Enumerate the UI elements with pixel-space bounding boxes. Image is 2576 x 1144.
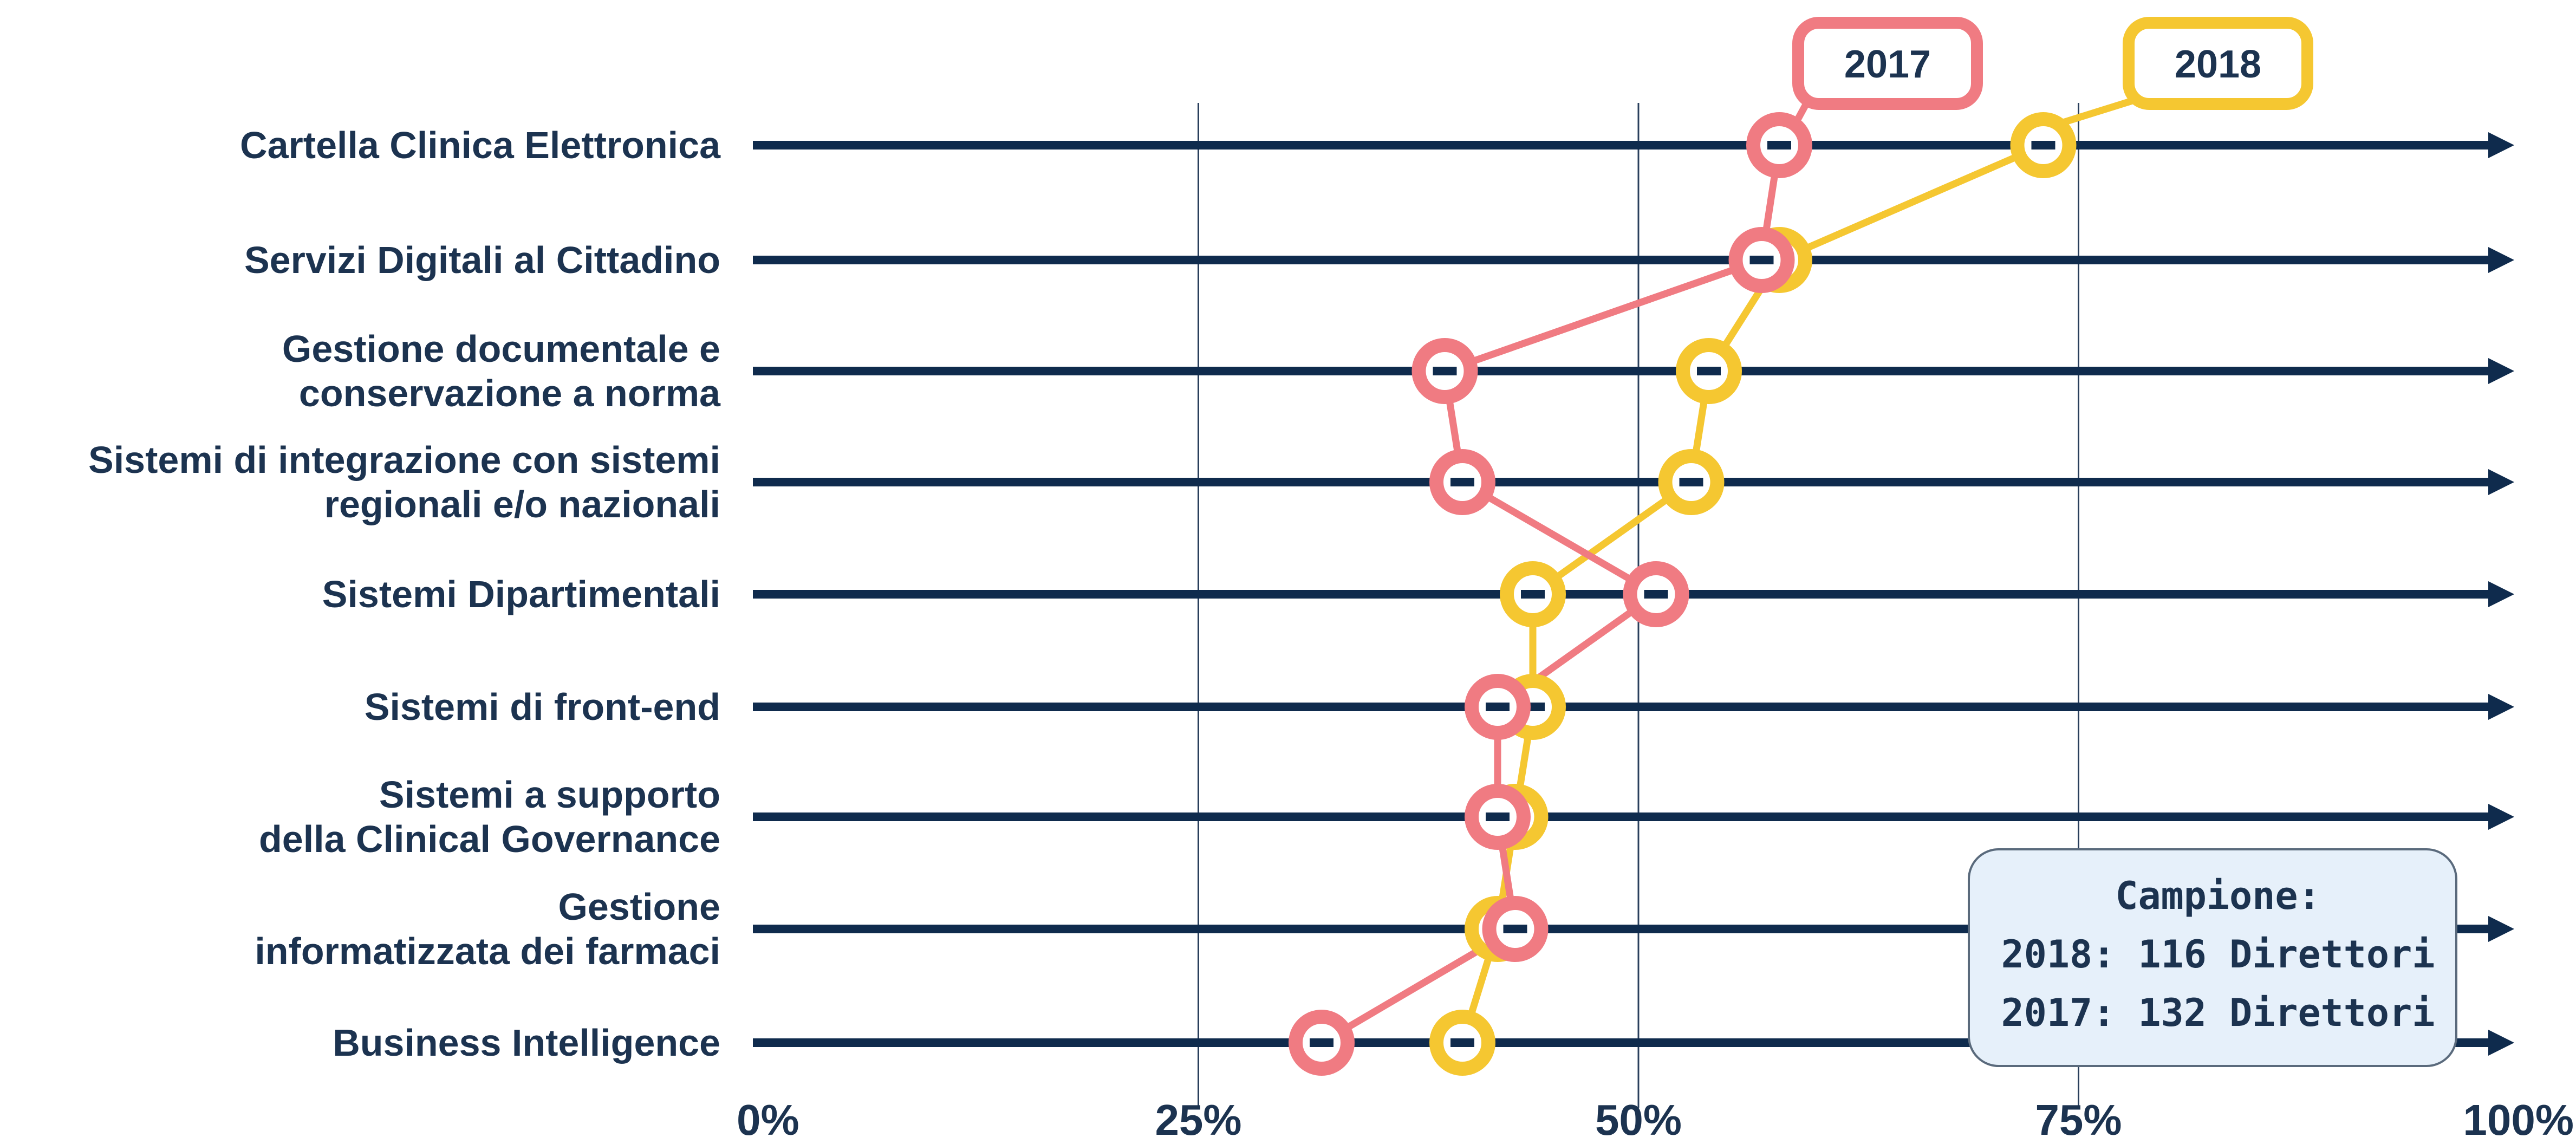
track-arrowhead [2488,694,2514,720]
track-arrowhead [2488,358,2514,384]
data-point-core [1433,367,1457,375]
x-tick-label: 50% [1595,1096,1682,1144]
category-label: Sistemi Dipartimentali [322,573,720,615]
data-point-highlight [1744,242,1779,278]
x-tick-label: 25% [1155,1096,1241,1144]
data-point-core [1749,256,1774,264]
data-point-core [1486,812,1510,821]
data-point-core [1310,1038,1333,1047]
sample-note-line: 2017: 132 Direttori [2001,991,2435,1035]
data-point-highlight [1445,1025,1480,1061]
data-point-core [2031,141,2055,150]
sample-note-box [1968,848,2457,1067]
data-point-highlight [1427,353,1462,389]
category-labels: Cartella Clinica Elettronica Servizi Digi… [88,124,721,1064]
data-point-highlight [1515,576,1551,612]
data-point-highlight [1638,576,1674,612]
legend-leader-2018 [2056,95,2143,127]
legend-box-inner [2141,35,2295,92]
data-point-core [1767,141,1791,150]
data-point-highlight [1498,911,1533,947]
legend-box-inner [1811,35,1964,92]
category-label: Business Intelligence [333,1022,720,1064]
track-arrowhead [2488,247,2514,273]
data-point-core [1486,703,1510,711]
category-label: Sistemi a supporto della Clinical Governa… [259,774,720,860]
legend-box-2018 [2123,17,2313,110]
x-axis-ticks: 0% 25% 50% 75% 100% [737,1096,2574,1144]
track-arrowhead [2488,132,2514,158]
x-tick-label: 75% [2035,1096,2122,1144]
data-point-highlight [1691,353,1727,389]
data-point-highlight [1304,1025,1339,1061]
legend-label-2018: 2018 [2175,43,2261,86]
data-point-core [1521,590,1545,599]
x-tick-label: 0% [737,1096,799,1144]
category-label: Sistemi di front-end [365,686,720,728]
data-point-core [1450,1038,1474,1047]
category-label: Servizi Digitali al Cittadino [244,239,720,281]
data-point-core [1644,590,1668,599]
data-point-highlight [1480,689,1515,725]
data-point-highlight [1674,464,1709,500]
legend-box-2017 [1792,17,1983,110]
category-label: Gestione informatizzata dei farmaci [255,886,720,972]
legend: 2017 2018 [1792,17,2313,127]
track-arrowhead [2488,804,2514,830]
data-point-core [1503,925,1527,933]
series-markers [1289,112,2077,1076]
data-point-core [1679,478,1703,486]
data-point-core [1697,367,1721,375]
data-point-core [1450,478,1474,486]
data-point-highlight [1480,799,1515,835]
category-tracks [753,132,2514,1056]
data-point-highlight [1445,464,1480,500]
sample-note-line: Campione: [2115,874,2320,918]
legend-label-2017: 2017 [1844,43,1931,86]
sample-note-line: 2018: 116 Direttori [2001,932,2435,977]
track-arrowhead [2488,1030,2514,1056]
category-label: Cartella Clinica Elettronica [240,124,721,166]
data-point-highlight [1761,127,1797,163]
category-label: Gestione documentale e conservazione a no… [282,328,721,414]
x-tick-label: 100% [2463,1096,2574,1144]
track-arrowhead [2488,469,2514,495]
sample-note: Campione: 2018: 116 Direttori 2017: 132 Di… [1968,848,2457,1067]
data-point-highlight [2026,127,2061,163]
category-label: Sistemi di integrazione con sistemi regio… [88,439,720,525]
track-arrowhead [2488,916,2514,942]
track-arrowhead [2488,581,2514,607]
